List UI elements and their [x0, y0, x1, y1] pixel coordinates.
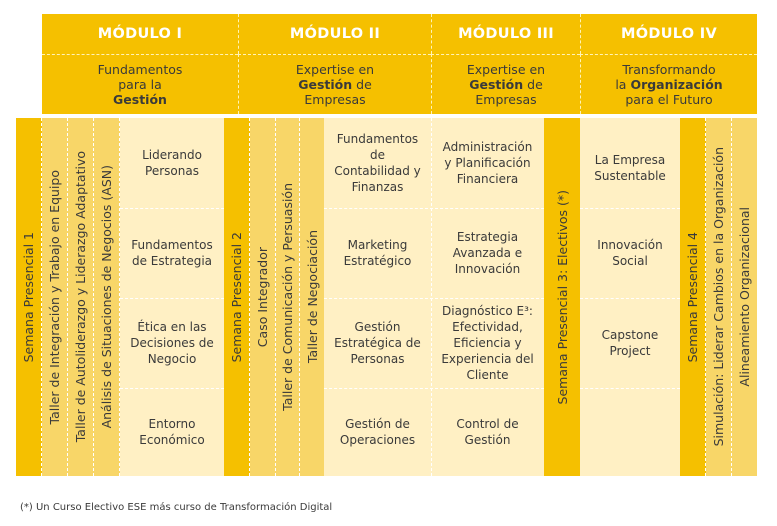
- divider: [324, 298, 544, 299]
- course-administracion-financiera: Administración y Planificación Financier…: [442, 140, 533, 186]
- taller-integracion: Taller de Integración y Trabajo en Equip…: [42, 118, 68, 476]
- course-gestion-operaciones: Gestión de Operaciones: [339, 417, 416, 447]
- module-1-sub-line1: Fundamentos: [97, 62, 183, 77]
- semana-presencial-1: Semana Presencial 1: [16, 118, 42, 476]
- module-3-title-text: MÓDULO III: [458, 26, 554, 42]
- semana-presencial-2: Semana Presencial 2: [224, 118, 250, 476]
- course-etica: Ética en las Decisiones de Negocio: [130, 320, 214, 366]
- module-3-sub-after: de: [527, 77, 543, 92]
- taller-integracion-label: Taller de Integración y Trabajo en Equip…: [47, 169, 62, 425]
- taller-autoliderazgo-label: Taller de Autoliderazgo y Liderazgo Adap…: [73, 151, 88, 443]
- module-2-title-text: MÓDULO II: [289, 26, 381, 42]
- taller-negociacion-label: Taller de Negociación: [304, 230, 320, 364]
- semana-presencial-4: Semana Presencial 4: [680, 118, 706, 476]
- module-3-subtitle: Expertise en Gestión de Empresas: [431, 54, 580, 114]
- course-fundamentos-contabilidad: Fundamentos de Contabilidad y Finanzas: [334, 132, 421, 194]
- divider: [580, 298, 680, 299]
- divider: [580, 388, 680, 389]
- divider: [324, 208, 544, 209]
- module-4-sub-line1: Transformando: [622, 62, 716, 77]
- semana-presencial-4-label: Semana Presencial 4: [685, 231, 700, 363]
- alineamiento: Alineamiento Organizacional: [732, 118, 757, 476]
- module-2-sub-bold: Gestión: [298, 77, 353, 92]
- simulacion-label: Simulación: Liderar Cambios en la Organi…: [711, 147, 726, 447]
- semana-presencial-2-label: Semana Presencial 2: [229, 231, 244, 363]
- semana-presencial-3: Semana Presencial 3: Electivos (*): [544, 118, 580, 476]
- module-2-sub-tail: Empresas: [304, 92, 366, 107]
- taller-comunicacion: Taller de Comunicación y Persuasión: [276, 118, 300, 476]
- module-2-title: MÓDULO II: [238, 14, 431, 54]
- module-4-sub-pre: la: [615, 77, 627, 92]
- module-2-sub-line1: Expertise en: [295, 62, 375, 77]
- module-2-3-divider: [431, 118, 432, 476]
- module-4-title-text: MÓDULO IV: [621, 26, 717, 42]
- module-4-subtitle: Transformando la Organización para el Fu…: [580, 54, 757, 114]
- module-1-subtitle: Fundamentos para la Gestión: [42, 54, 238, 114]
- semana-presencial-3-label: Semana Presencial 3: Electivos (*): [554, 189, 570, 405]
- module-4-title: MÓDULO IV: [580, 14, 757, 54]
- module-4-sub-bold: Organización: [630, 77, 723, 92]
- course-fundamentos-estrategia: Fundamentos de Estrategia: [131, 238, 213, 268]
- course-empresa-sustentable: La Empresa Sustentable: [594, 153, 666, 183]
- course-capstone: Capstone Project: [601, 328, 659, 358]
- course-gestion-personas: Gestión Estratégica de Personas: [334, 320, 421, 366]
- divider: [324, 388, 544, 389]
- taller-comunicacion-label: Taller de Comunicación y Persuasión: [280, 183, 295, 411]
- divider: [580, 208, 680, 209]
- module-2-subtitle: Expertise en Gestión de Empresas: [238, 54, 431, 114]
- asn-label: Análisis de Situaciones de Negocios (ASN…: [99, 165, 114, 429]
- module-1-sub-bold: Gestión: [113, 92, 167, 107]
- module-3-title: MÓDULO III: [431, 14, 580, 54]
- semana-presencial-1-label: Semana Presencial 1: [21, 231, 36, 363]
- module-4-sub-tail: para el Futuro: [625, 92, 713, 107]
- module-3-sub-tail: Empresas: [475, 92, 537, 107]
- module-1-sub-line2: para la: [118, 77, 162, 92]
- divider: [120, 388, 224, 389]
- taller-autoliderazgo: Taller de Autoliderazgo y Liderazgo Adap…: [68, 118, 94, 476]
- course-control-gestion: Control de Gestión: [456, 417, 519, 447]
- module-3-sub-bold: Gestión: [469, 77, 524, 92]
- course-liderando-personas: Liderando Personas: [142, 148, 202, 178]
- module-1-title-text: MÓDULO I: [97, 26, 183, 42]
- module-1-title: MÓDULO I: [42, 14, 238, 54]
- module-1-courses: [120, 118, 224, 476]
- module-2-sub-after: de: [356, 77, 372, 92]
- course-entorno-economico: Entorno Económico: [139, 417, 205, 447]
- module-3-sub-line1: Expertise en: [466, 62, 546, 77]
- course-estrategia-avanzada: Estrategia Avanzada e Innovación: [452, 230, 523, 276]
- course-diagnostico: Diagnóstico E³: Efectividad, Eficiencia …: [441, 304, 534, 382]
- footnote: (*) Un Curso Electivo ESE más curso de T…: [20, 502, 333, 513]
- divider: [120, 208, 224, 209]
- course-innovacion-social: Innovación Social: [597, 238, 663, 268]
- caso-integrador: Caso Integrador: [250, 118, 276, 476]
- course-marketing: Marketing Estratégico: [343, 238, 412, 268]
- taller-negociacion: Taller de Negociación: [300, 118, 324, 476]
- module-4-courses: [580, 118, 680, 476]
- simulacion: Simulación: Liderar Cambios en la Organi…: [706, 118, 732, 476]
- alineamiento-label: Alineamiento Organizacional: [737, 207, 752, 387]
- divider: [120, 298, 224, 299]
- caso-integrador-label: Caso Integrador: [255, 246, 270, 348]
- asn: Análisis de Situaciones de Negocios (ASN…: [94, 118, 120, 476]
- module-2-3-courses: [324, 118, 544, 476]
